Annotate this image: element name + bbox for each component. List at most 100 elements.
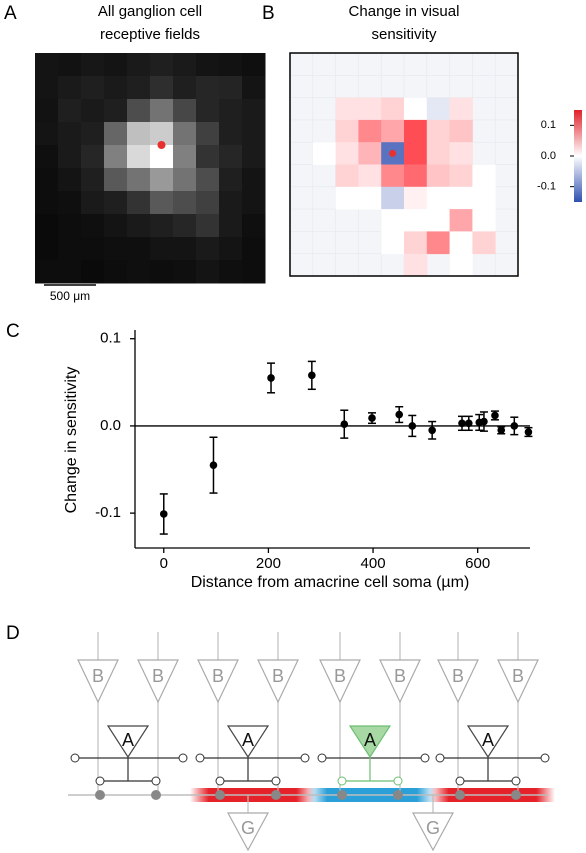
heatmap-cell [242,168,266,192]
heatmap-cell [127,260,151,284]
ribbon-synapse [215,790,225,800]
bipolar-label: B [272,666,284,686]
heatmap-cell [449,97,473,121]
heatmap-cell [219,122,243,146]
heatmap-cell [127,145,151,169]
heatmap-cell [358,97,382,121]
heatmap-cell [81,76,105,100]
heatmap-cell [404,97,428,121]
heatmap-cell [104,53,128,77]
heatmap-cell [150,260,174,284]
heatmap-cell [150,122,174,146]
panel-title: sensitivity [371,26,437,43]
dendrite-end [435,753,445,763]
heatmap-cell [196,260,220,284]
heatmap-cell [81,214,105,238]
heatmap-cell [449,142,473,165]
heatmap-cell [173,145,197,169]
panel-title: receptive fields [100,26,200,43]
amacrine-cell [106,725,150,759]
heatmap-cell [173,53,197,77]
ribbon-synapse [393,790,403,800]
amacrine-label: A [122,730,134,750]
heatmap-cell [35,76,59,100]
heatmap-cell [81,122,105,146]
heatmap-cell [81,99,105,123]
amacrine-cell [226,725,270,759]
heatmap-cell [426,186,450,210]
ganglion-cell [411,812,455,852]
heatmap-cell [426,119,450,143]
heatmap-cell [404,231,428,255]
x-tick-label: 400 [361,555,386,572]
heatmap-cell [381,164,405,188]
heatmap-cell [242,260,266,284]
heatmap-cell [219,237,243,261]
ganglion-cell [226,812,270,852]
heatmap-cell [449,164,473,188]
panel-title: Change in visual [349,3,460,20]
heatmap-frame [289,52,519,277]
heatmap-cell [449,186,473,210]
x-tick-label: 0 [160,555,168,572]
heatmap-cell [127,53,151,77]
heatmap-cell [242,122,266,146]
synapse [215,776,225,786]
heatmap-cell [219,99,243,123]
heatmap-cell [58,191,82,215]
heatmap-cell [196,76,220,100]
heatmap-cell [104,260,128,284]
dendrite-end [420,753,430,763]
heatmap-cell [449,231,473,255]
heatmap-cell [472,186,496,210]
heatmap-cell [404,142,428,165]
soma-marker [157,141,166,149]
heatmap-cell [219,260,243,284]
heatmap-cell [358,164,382,188]
heatmap-cell [404,186,428,210]
heatmap-cell [449,253,473,277]
data-point [340,420,349,428]
data-point [491,411,499,420]
y-tick-label: -0.1 [95,504,121,521]
ribbon-synapse [455,790,465,800]
heatmap-cell [449,209,473,232]
heatmap-cell [219,145,243,169]
scale-bar-label: 500 μm [50,289,90,303]
heatmap-cell [58,214,82,238]
heatmap-cell [404,119,428,143]
data-point [428,426,436,435]
heatmap-cell [358,186,382,210]
x-axis-label: Distance from amacrine cell soma (µm) [191,574,470,591]
heatmap-cell [219,76,243,100]
heatmap-cell [81,237,105,261]
heatmap-cell [312,142,336,165]
heatmap-cell [35,260,59,284]
heatmap-cell [335,119,359,143]
data-point [510,422,519,430]
heatmap-cell [127,191,151,215]
heatmap-cell [127,122,151,146]
synapse [337,776,347,786]
y-tick-label: 0.0 [100,417,121,434]
heatmap-cell [335,97,359,121]
heatmap-cell [242,76,266,100]
amacrine-label: A [242,730,254,750]
data-point [480,417,488,426]
amacrine-cell [348,725,392,759]
heatmap-cell [104,145,128,169]
heatmap-cell [381,119,405,143]
bipolar-cell [197,659,239,704]
heatmap-cell [35,99,59,123]
heatmap-cell [426,164,450,188]
heatmap-cell [404,209,428,232]
bipolar-label: B [212,666,224,686]
heatmap-cell [358,142,382,165]
heatmap-cell [173,76,197,100]
data-point [464,419,473,428]
heatmap-cell [58,53,82,77]
bipolar-label: B [452,666,464,686]
heatmap-cell [81,260,105,284]
data-point [408,422,417,430]
